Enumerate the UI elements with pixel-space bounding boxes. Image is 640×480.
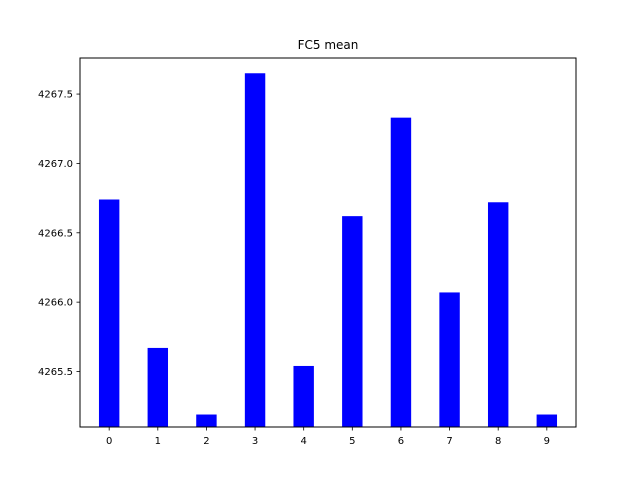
y-tick-label: 4265.5 — [38, 367, 73, 378]
bar-8 — [487, 202, 509, 427]
x-tick-label: 1 — [155, 436, 161, 447]
bar-5 — [342, 216, 363, 427]
y-tick-label: 4267.0 — [38, 159, 73, 170]
chart-title: FC5 mean — [298, 38, 359, 52]
bar-9 — [536, 414, 558, 427]
y-axis-ticks: 4265.5 4266.0 4266.5 4267.0 4267.5 — [38, 90, 80, 378]
bar-6 — [390, 117, 412, 428]
x-tick-label: 8 — [495, 436, 501, 447]
y-tick-label: 4267.5 — [38, 90, 73, 101]
y-tick-label: 4266.0 — [38, 298, 73, 309]
x-tick-label: 5 — [349, 436, 355, 447]
x-tick-label: 3 — [252, 436, 258, 447]
x-tick-label: 6 — [398, 436, 404, 447]
bar-0 — [98, 199, 120, 427]
x-axis-ticks: 0 1 2 3 4 5 6 7 8 9 — [106, 427, 550, 447]
bar-7 — [439, 292, 460, 427]
bar-2 — [196, 414, 217, 427]
x-tick-label: 0 — [106, 436, 112, 447]
y-tick-label: 4266.5 — [38, 228, 73, 239]
x-tick-label: 7 — [446, 436, 452, 447]
bar-4 — [293, 365, 314, 427]
bar-1 — [147, 347, 169, 427]
x-tick-label: 4 — [300, 436, 306, 447]
bars-group — [98, 73, 558, 428]
bar-3 — [244, 73, 266, 427]
x-tick-label: 9 — [544, 436, 550, 447]
plot-area-frame — [79, 57, 577, 428]
x-tick-label: 2 — [203, 436, 209, 447]
